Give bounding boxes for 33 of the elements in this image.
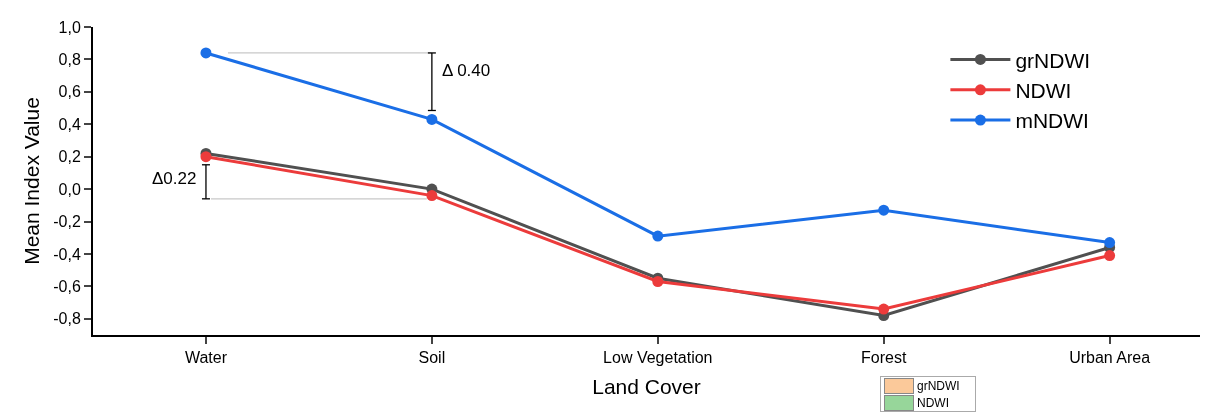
x-tick-label: Water	[184, 349, 228, 367]
y-tick-label: -0,6	[53, 277, 81, 295]
x-tick-label: Soil	[418, 349, 446, 367]
point	[200, 47, 212, 59]
y-tick-label: 0,2	[58, 148, 81, 166]
y-tick-label: 0,6	[58, 83, 81, 101]
y-axis-title: Mean Index Value	[19, 97, 43, 265]
point	[652, 276, 664, 288]
legend-label: grNDWI	[1015, 48, 1091, 72]
x-axis-title: Land Cover	[592, 374, 701, 398]
point	[426, 190, 438, 202]
legend-box: grNDWI NDWI	[880, 376, 976, 412]
legend-label: mNDWI	[1015, 109, 1089, 133]
annotation: Δ0.22	[152, 169, 197, 188]
point	[200, 151, 212, 163]
x-tick-label: Forest	[861, 349, 907, 367]
y-tick-label: 1,0	[58, 18, 81, 36]
point	[652, 230, 664, 242]
annotation: Δ 0.40	[442, 61, 491, 80]
y-tick-label: 0,0	[58, 180, 81, 198]
y-tick-label: -0,4	[53, 245, 81, 263]
x-tick-label: Urban Area	[1069, 349, 1151, 367]
point	[1104, 237, 1116, 249]
point	[878, 204, 890, 216]
y-tick-label: 0,8	[58, 51, 81, 69]
point	[878, 303, 890, 315]
x-tick-label: Low Vegetation	[603, 349, 713, 367]
y-tick-label: -0,2	[53, 213, 81, 231]
y-tick-label: -0,8	[53, 310, 81, 328]
y-tick-label: 0,4	[58, 115, 81, 133]
point	[426, 113, 438, 125]
point	[1104, 250, 1116, 262]
legend-label: NDWI	[1015, 78, 1072, 102]
